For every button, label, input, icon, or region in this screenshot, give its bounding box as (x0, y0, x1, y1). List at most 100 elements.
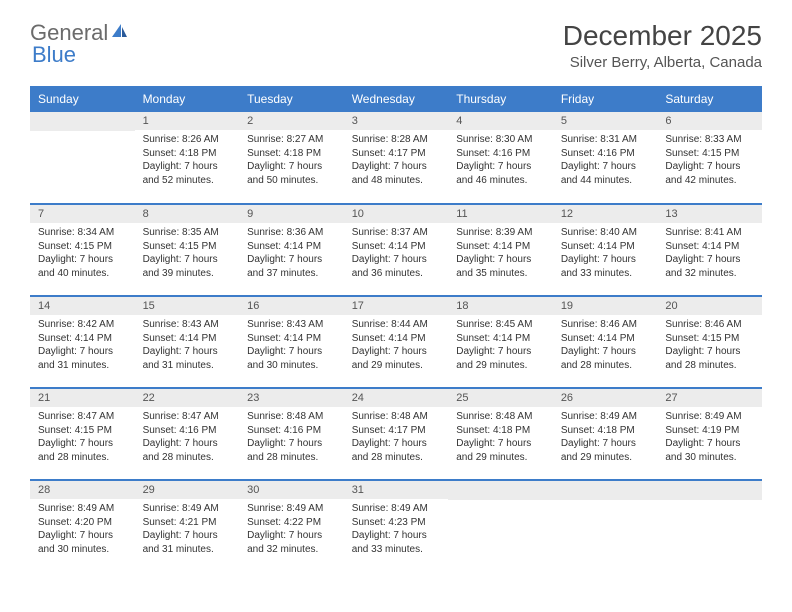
daylight-text: Daylight: 7 hours and 40 minutes. (38, 253, 127, 280)
sunrise-text: Sunrise: 8:48 AM (247, 410, 336, 424)
day-content: Sunrise: 8:36 AMSunset: 4:14 PMDaylight:… (239, 223, 344, 285)
sunrise-text: Sunrise: 8:49 AM (247, 502, 336, 516)
day-number: 28 (30, 481, 135, 499)
title-block: December 2025 Silver Berry, Alberta, Can… (563, 20, 762, 71)
daylight-text: Daylight: 7 hours and 50 minutes. (247, 160, 336, 187)
daylight-text: Daylight: 7 hours and 33 minutes. (352, 529, 441, 556)
calendar-week-row: 21Sunrise: 8:47 AMSunset: 4:15 PMDayligh… (30, 388, 762, 480)
sunset-text: Sunset: 4:14 PM (247, 240, 336, 254)
daylight-text: Daylight: 7 hours and 52 minutes. (143, 160, 232, 187)
day-content: Sunrise: 8:35 AMSunset: 4:15 PMDaylight:… (135, 223, 240, 285)
day-content: Sunrise: 8:47 AMSunset: 4:15 PMDaylight:… (30, 407, 135, 469)
dayname-header: Monday (135, 86, 240, 112)
daylight-text: Daylight: 7 hours and 30 minutes. (38, 529, 127, 556)
day-content: Sunrise: 8:45 AMSunset: 4:14 PMDaylight:… (448, 315, 553, 377)
calendar-day-cell: 4Sunrise: 8:30 AMSunset: 4:16 PMDaylight… (448, 112, 553, 204)
day-number: 5 (553, 112, 658, 130)
day-content: Sunrise: 8:30 AMSunset: 4:16 PMDaylight:… (448, 130, 553, 192)
day-content: Sunrise: 8:47 AMSunset: 4:16 PMDaylight:… (135, 407, 240, 469)
sunset-text: Sunset: 4:15 PM (143, 240, 232, 254)
sunrise-text: Sunrise: 8:39 AM (456, 226, 545, 240)
day-content (448, 500, 553, 560)
day-number: 6 (657, 112, 762, 130)
daylight-text: Daylight: 7 hours and 37 minutes. (247, 253, 336, 280)
sunrise-text: Sunrise: 8:47 AM (38, 410, 127, 424)
month-title: December 2025 (563, 20, 762, 52)
sunset-text: Sunset: 4:20 PM (38, 516, 127, 530)
sunset-text: Sunset: 4:15 PM (38, 424, 127, 438)
day-number: 11 (448, 205, 553, 223)
calendar-empty-cell (30, 112, 135, 204)
sunset-text: Sunset: 4:18 PM (143, 147, 232, 161)
day-number: 17 (344, 297, 449, 315)
sunrise-text: Sunrise: 8:40 AM (561, 226, 650, 240)
day-content (657, 500, 762, 560)
sunset-text: Sunset: 4:21 PM (143, 516, 232, 530)
sunset-text: Sunset: 4:14 PM (456, 240, 545, 254)
day-content: Sunrise: 8:48 AMSunset: 4:18 PMDaylight:… (448, 407, 553, 469)
sunrise-text: Sunrise: 8:34 AM (38, 226, 127, 240)
day-number: 2 (239, 112, 344, 130)
calendar-day-cell: 18Sunrise: 8:45 AMSunset: 4:14 PMDayligh… (448, 296, 553, 388)
calendar-empty-cell (657, 480, 762, 572)
sunrise-text: Sunrise: 8:46 AM (665, 318, 754, 332)
daylight-text: Daylight: 7 hours and 30 minutes. (665, 437, 754, 464)
sunrise-text: Sunrise: 8:36 AM (247, 226, 336, 240)
sunrise-text: Sunrise: 8:48 AM (352, 410, 441, 424)
day-content: Sunrise: 8:48 AMSunset: 4:16 PMDaylight:… (239, 407, 344, 469)
sunset-text: Sunset: 4:14 PM (665, 240, 754, 254)
daylight-text: Daylight: 7 hours and 32 minutes. (665, 253, 754, 280)
sunrise-text: Sunrise: 8:37 AM (352, 226, 441, 240)
sunrise-text: Sunrise: 8:35 AM (143, 226, 232, 240)
sunset-text: Sunset: 4:19 PM (665, 424, 754, 438)
sunrise-text: Sunrise: 8:49 AM (352, 502, 441, 516)
day-content: Sunrise: 8:41 AMSunset: 4:14 PMDaylight:… (657, 223, 762, 285)
calendar-day-cell: 19Sunrise: 8:46 AMSunset: 4:14 PMDayligh… (553, 296, 658, 388)
calendar-day-cell: 8Sunrise: 8:35 AMSunset: 4:15 PMDaylight… (135, 204, 240, 296)
day-number: 3 (344, 112, 449, 130)
day-content: Sunrise: 8:42 AMSunset: 4:14 PMDaylight:… (30, 315, 135, 377)
sunrise-text: Sunrise: 8:48 AM (456, 410, 545, 424)
day-number: 9 (239, 205, 344, 223)
calendar-day-cell: 24Sunrise: 8:48 AMSunset: 4:17 PMDayligh… (344, 388, 449, 480)
day-number: 8 (135, 205, 240, 223)
daylight-text: Daylight: 7 hours and 28 minutes. (143, 437, 232, 464)
day-number: 31 (344, 481, 449, 499)
day-number: 26 (553, 389, 658, 407)
day-number: 12 (553, 205, 658, 223)
daylight-text: Daylight: 7 hours and 28 minutes. (247, 437, 336, 464)
day-number (30, 112, 135, 131)
dayname-header: Wednesday (344, 86, 449, 112)
day-content: Sunrise: 8:43 AMSunset: 4:14 PMDaylight:… (239, 315, 344, 377)
calendar-day-cell: 23Sunrise: 8:48 AMSunset: 4:16 PMDayligh… (239, 388, 344, 480)
day-content: Sunrise: 8:49 AMSunset: 4:19 PMDaylight:… (657, 407, 762, 469)
sunset-text: Sunset: 4:14 PM (561, 332, 650, 346)
sunset-text: Sunset: 4:16 PM (143, 424, 232, 438)
daylight-text: Daylight: 7 hours and 46 minutes. (456, 160, 545, 187)
calendar-body: 1Sunrise: 8:26 AMSunset: 4:18 PMDaylight… (30, 112, 762, 572)
day-number: 4 (448, 112, 553, 130)
calendar-day-cell: 5Sunrise: 8:31 AMSunset: 4:16 PMDaylight… (553, 112, 658, 204)
daylight-text: Daylight: 7 hours and 35 minutes. (456, 253, 545, 280)
day-content (553, 500, 658, 560)
day-content: Sunrise: 8:44 AMSunset: 4:14 PMDaylight:… (344, 315, 449, 377)
day-number: 7 (30, 205, 135, 223)
day-number: 29 (135, 481, 240, 499)
day-content: Sunrise: 8:31 AMSunset: 4:16 PMDaylight:… (553, 130, 658, 192)
calendar-day-cell: 6Sunrise: 8:33 AMSunset: 4:15 PMDaylight… (657, 112, 762, 204)
day-number: 23 (239, 389, 344, 407)
daylight-text: Daylight: 7 hours and 29 minutes. (352, 345, 441, 372)
dayname-header: Friday (553, 86, 658, 112)
day-number: 1 (135, 112, 240, 130)
day-number: 16 (239, 297, 344, 315)
calendar-day-cell: 1Sunrise: 8:26 AMSunset: 4:18 PMDaylight… (135, 112, 240, 204)
daylight-text: Daylight: 7 hours and 44 minutes. (561, 160, 650, 187)
sunrise-text: Sunrise: 8:43 AM (143, 318, 232, 332)
day-content: Sunrise: 8:43 AMSunset: 4:14 PMDaylight:… (135, 315, 240, 377)
calendar-day-cell: 12Sunrise: 8:40 AMSunset: 4:14 PMDayligh… (553, 204, 658, 296)
calendar-week-row: 28Sunrise: 8:49 AMSunset: 4:20 PMDayligh… (30, 480, 762, 572)
sunrise-text: Sunrise: 8:45 AM (456, 318, 545, 332)
calendar-day-cell: 25Sunrise: 8:48 AMSunset: 4:18 PMDayligh… (448, 388, 553, 480)
sunrise-text: Sunrise: 8:28 AM (352, 133, 441, 147)
calendar-day-cell: 27Sunrise: 8:49 AMSunset: 4:19 PMDayligh… (657, 388, 762, 480)
